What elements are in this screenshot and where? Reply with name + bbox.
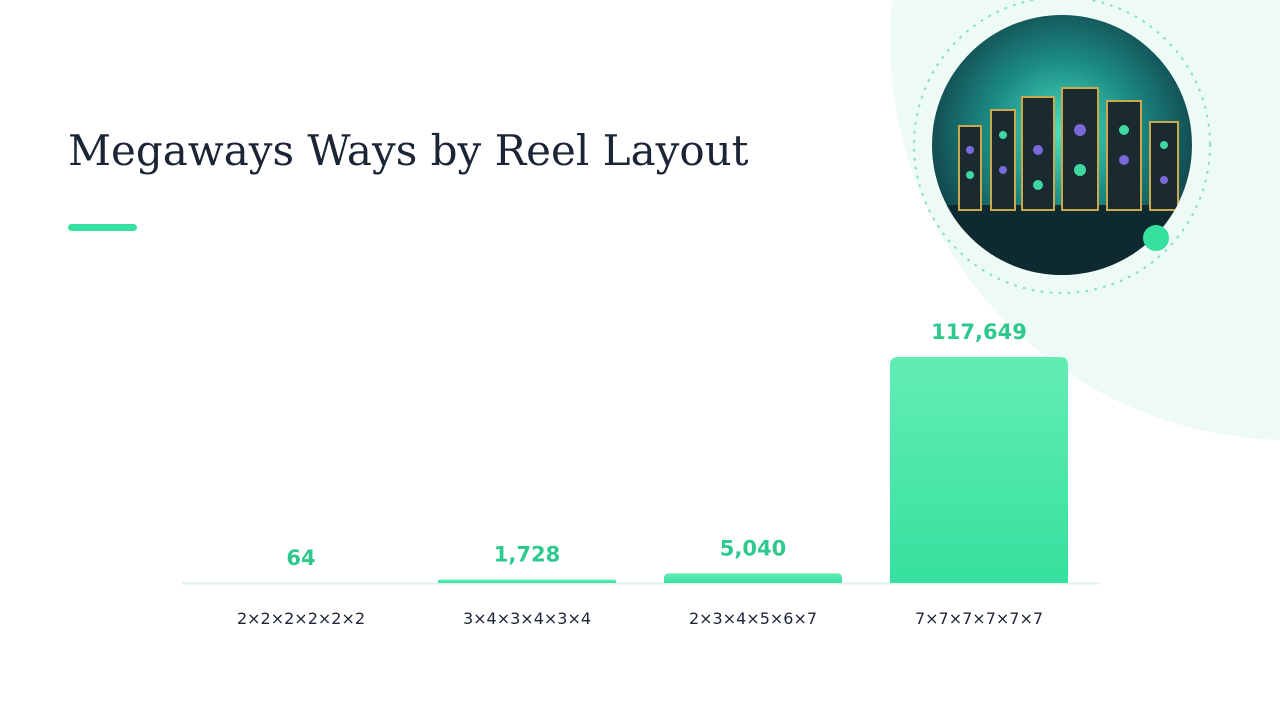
- bar: [438, 579, 616, 583]
- title-underline: [68, 224, 137, 231]
- plot-area: 64 2×2×2×2×2×2 1,728 3×4×3×4×3×4 5,040 2×3×4×…: [212, 320, 1068, 628]
- x-tick-label: 7×7×7×7×7×7: [915, 609, 1043, 628]
- x-tick-label: 2×3×4×5×6×7: [689, 609, 817, 628]
- x-tick-label: 3×4×3×4×3×4: [463, 609, 591, 628]
- x-tick-label: 2×2×2×2×2×2: [237, 609, 365, 628]
- value-label: 64: [286, 546, 315, 570]
- chart-title: Megaways Ways by Reel Layout: [68, 126, 749, 175]
- accent-dot: [1143, 225, 1169, 251]
- bar: [890, 357, 1068, 583]
- bar: [664, 573, 842, 583]
- value-label: 117,649: [931, 320, 1027, 344]
- value-label: 1,728: [494, 543, 560, 567]
- value-label: 5,040: [720, 536, 786, 560]
- dotted-ring: [913, 0, 1211, 294]
